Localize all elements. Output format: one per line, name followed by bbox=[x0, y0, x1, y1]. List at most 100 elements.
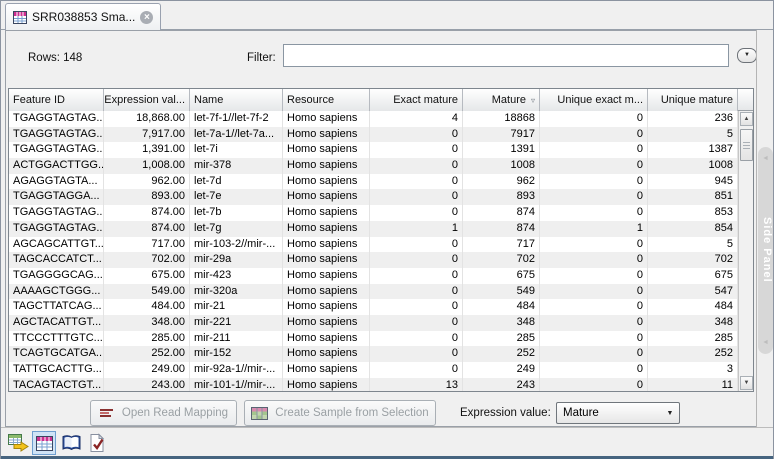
table-row[interactable]: TAGCACCATCT... 702.00 mir-29a Homo sapiens 0… bbox=[9, 252, 738, 268]
tab-srr038853[interactable]: SRR038853 Sma... × bbox=[5, 3, 162, 30]
table-export-icon[interactable] bbox=[6, 431, 30, 455]
filter-input[interactable] bbox=[283, 44, 729, 67]
cell-unique-mature: 1387 bbox=[648, 142, 738, 159]
side-panel-strip: ◄ Side Panel ◄ bbox=[756, 30, 773, 427]
create-sample-from-selection-button[interactable]: Create Sample from Selection bbox=[244, 400, 436, 426]
cell-resource: Homo sapiens bbox=[283, 283, 370, 300]
bottom-toolbar: Open Read Mapping Create Sample from Sel… bbox=[6, 392, 756, 428]
cell-unique-mature: 5 bbox=[648, 126, 738, 143]
cell-exact-mature: 0 bbox=[370, 314, 463, 331]
table-row[interactable]: TATTGCACTTG... 249.00 mir-92a-1//mir-... Ho… bbox=[9, 362, 738, 378]
cell-mature: 252 bbox=[463, 346, 540, 362]
cell-unique-exact-mature: 0 bbox=[540, 158, 648, 174]
scroll-up-button[interactable]: ▲ bbox=[740, 112, 753, 126]
cell-exact-mature: 1 bbox=[370, 220, 463, 237]
table-row[interactable]: TGAGGTAGTAG... 874.00 let-7b Homo sapiens 0 8… bbox=[9, 205, 738, 221]
book-icon[interactable] bbox=[59, 431, 83, 455]
table-view-icon[interactable] bbox=[32, 431, 56, 455]
table-row[interactable]: AGCAGCATTGT... 717.00 mir-103-2//mir-... Ho… bbox=[9, 236, 738, 253]
cell-unique-exact-mature: 0 bbox=[540, 252, 648, 268]
cell-feature-id: TGAGGTAGGA... bbox=[9, 189, 104, 206]
table-row[interactable]: TGAGGTAGGA... 893.00 let-7e Homo sapiens 0 89… bbox=[9, 189, 738, 206]
table-view-panel: Rows: 148 Filter: ▼ Feature ID Expression… bbox=[5, 30, 757, 427]
cell-mature: 18868 bbox=[463, 111, 540, 127]
cell-exact-mature: 0 bbox=[370, 189, 463, 206]
sort-indicator-icon: ▿ bbox=[530, 95, 535, 105]
cell-mature: 249 bbox=[463, 362, 540, 378]
cell-unique-exact-mature: 0 bbox=[540, 236, 648, 253]
cell-unique-mature: 236 bbox=[648, 111, 738, 127]
cell-mature: 702 bbox=[463, 252, 540, 268]
cell-name: mir-211 bbox=[190, 330, 283, 347]
table-row[interactable]: AGCTACATTGT... 348.00 mir-221 Homo sapiens 0… bbox=[9, 314, 738, 331]
cell-feature-id: TAGCACCATCT... bbox=[9, 252, 104, 268]
cell-exact-mature: 0 bbox=[370, 252, 463, 268]
cell-unique-exact-mature: 0 bbox=[540, 330, 648, 347]
column-header-unique-mature[interactable]: Unique mature bbox=[648, 89, 738, 111]
cell-mature: 348 bbox=[463, 314, 540, 331]
cell-resource: Homo sapiens bbox=[283, 377, 370, 391]
cell-unique-exact-mature: 0 bbox=[540, 173, 648, 190]
cell-feature-id: TGAGGTAGTAG... bbox=[9, 142, 104, 159]
expression-value-label: Expression value: bbox=[460, 407, 551, 419]
table-row[interactable]: TAGCTTATCAG... 484.00 mir-21 Homo sapiens 0 4… bbox=[9, 299, 738, 315]
cell-unique-exact-mature: 0 bbox=[540, 377, 648, 391]
cell-unique-mature: 1008 bbox=[648, 158, 738, 174]
cell-unique-mature: 854 bbox=[648, 220, 738, 237]
scroll-down-button[interactable]: ▼ bbox=[740, 376, 753, 390]
cell-feature-id: TCAGTGCATGA... bbox=[9, 346, 104, 362]
scrollbar-thumb[interactable] bbox=[740, 129, 753, 161]
table-row[interactable]: TGAGGTAGTAG... 874.00 let-7g Homo sapiens 1 8… bbox=[9, 220, 738, 237]
cell-resource: Homo sapiens bbox=[283, 267, 370, 284]
cell-exact-mature: 0 bbox=[370, 299, 463, 315]
column-header-feature-id[interactable]: Feature ID bbox=[9, 89, 104, 111]
column-header-resource[interactable]: Resource bbox=[283, 89, 370, 111]
side-panel-tab[interactable]: ◄ Side Panel ◄ bbox=[758, 147, 773, 354]
cell-unique-mature: 945 bbox=[648, 173, 738, 190]
column-header-unique-exact-mature[interactable]: Unique exact m... bbox=[540, 89, 648, 111]
vertical-scrollbar[interactable]: ▲ ▼ bbox=[738, 111, 753, 391]
cell-feature-id: TGAGGTAGTAG... bbox=[9, 126, 104, 143]
cell-mature: 1391 bbox=[463, 142, 540, 159]
chevron-down-icon: ▼ bbox=[744, 52, 750, 58]
cell-unique-mature: 484 bbox=[648, 299, 738, 315]
expression-value-select[interactable]: Mature ▼ bbox=[556, 402, 680, 424]
close-icon[interactable]: × bbox=[140, 10, 154, 24]
table-row[interactable]: TTCCCTTTGTC... 285.00 mir-211 Homo sapiens 0… bbox=[9, 330, 738, 347]
cell-unique-exact-mature: 0 bbox=[540, 346, 648, 362]
table-body: TGAGGTAGTAG... 18,868.00 let-7f-1//let-7f-… bbox=[9, 111, 738, 391]
cell-expression-value: 18,868.00 bbox=[104, 111, 190, 127]
cell-name: let-7f-1//let-7f-2 bbox=[190, 111, 283, 127]
cell-expression-value: 285.00 bbox=[104, 330, 190, 347]
table-row[interactable]: TGAGGTAGTAG... 7,917.00 let-7a-1//let-7a..… bbox=[9, 126, 738, 143]
cell-resource: Homo sapiens bbox=[283, 362, 370, 378]
cell-name: let-7b bbox=[190, 205, 283, 221]
filter-options-button[interactable]: ▼ bbox=[737, 48, 757, 63]
cell-name: mir-92a-1//mir-... bbox=[190, 362, 283, 378]
cell-expression-value: 702.00 bbox=[104, 252, 190, 268]
page-check-icon[interactable] bbox=[85, 431, 109, 455]
cell-exact-mature: 4 bbox=[370, 111, 463, 127]
table-row[interactable]: AGAGGTAGTA... 962.00 let-7d Homo sapiens 0 96… bbox=[9, 173, 738, 190]
table-row[interactable]: TGAGGGGCAG... 675.00 mir-423 Homo sapiens 0 6… bbox=[9, 267, 738, 284]
column-header-exact-mature[interactable]: Exact mature bbox=[370, 89, 463, 111]
cell-mature: 549 bbox=[463, 283, 540, 300]
open-read-mapping-label: Open Read Mapping bbox=[121, 407, 229, 419]
rows-count: Rows: 148 bbox=[28, 52, 83, 64]
cell-expression-value: 484.00 bbox=[104, 299, 190, 315]
open-read-mapping-button[interactable]: Open Read Mapping bbox=[90, 400, 237, 426]
cell-feature-id: TGAGGTAGTAG... bbox=[9, 205, 104, 221]
table-row[interactable]: AAAAGCTGGG... 549.00 mir-320a Homo sapiens 0… bbox=[9, 283, 738, 300]
table-row[interactable]: TACAGTACTGT... 243.00 mir-101-1//mir-... Ho… bbox=[9, 377, 738, 391]
cell-exact-mature: 0 bbox=[370, 362, 463, 378]
column-header-name[interactable]: Name bbox=[190, 89, 283, 111]
column-header-expression-value[interactable]: Expression val... bbox=[104, 89, 190, 111]
table-row[interactable]: TGAGGTAGTAG... 1,391.00 let-7i Homo sapiens… bbox=[9, 142, 738, 159]
table-row[interactable]: TGAGGTAGTAG... 18,868.00 let-7f-1//let-7f-… bbox=[9, 111, 738, 127]
table-row[interactable]: TCAGTGCATGA... 252.00 mir-152 Homo sapiens 0… bbox=[9, 346, 738, 362]
cell-expression-value: 7,917.00 bbox=[104, 126, 190, 143]
cell-resource: Homo sapiens bbox=[283, 189, 370, 206]
table-row[interactable]: ACTGGACTTGG... 1,008.00 mir-378 Homo sapien… bbox=[9, 158, 738, 174]
column-header-mature[interactable]: Mature ▿ bbox=[463, 89, 540, 111]
